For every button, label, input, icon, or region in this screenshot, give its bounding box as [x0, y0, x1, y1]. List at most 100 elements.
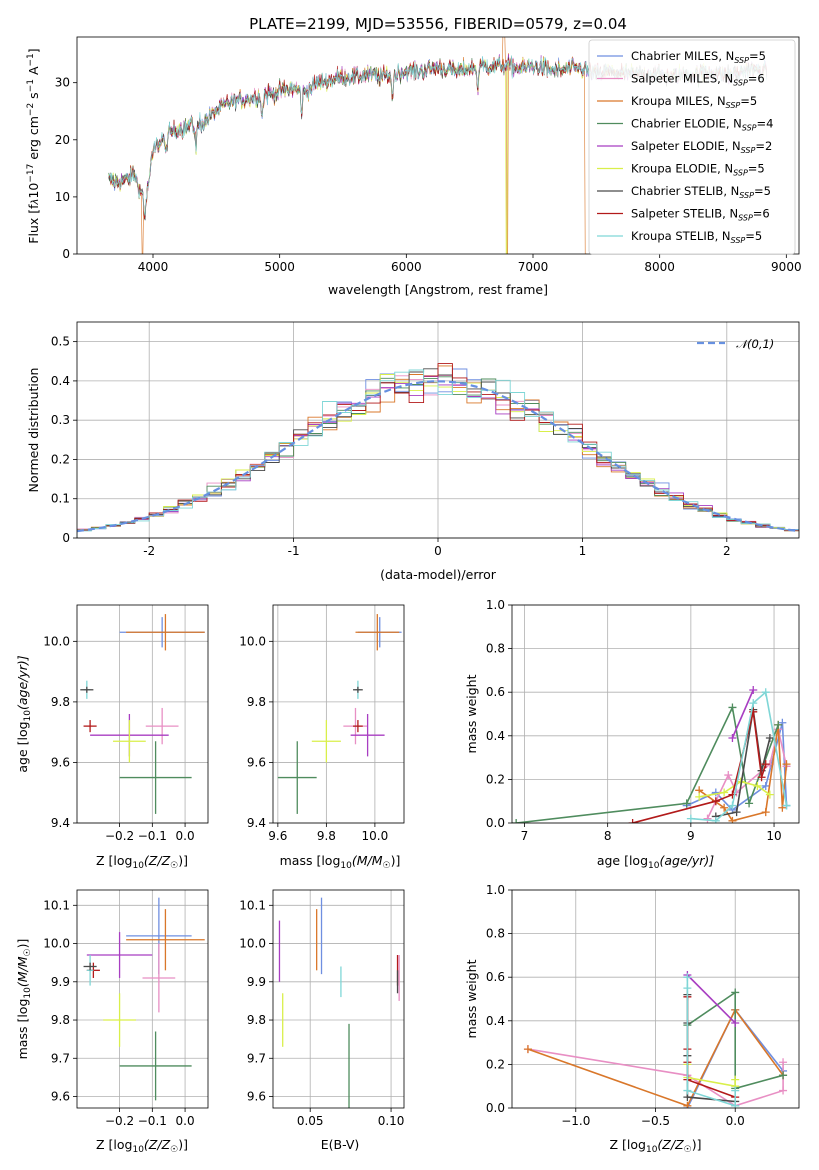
weight-marker — [683, 1086, 692, 1095]
error-bar-point — [353, 686, 363, 693]
x-tick-label: 0 — [434, 544, 442, 558]
weight-line — [686, 974, 736, 1024]
plot-area — [512, 686, 791, 823]
legend-label: Kroupa ELODIE, NSSP=5 — [631, 162, 765, 178]
y-tick-label: 0.0 — [486, 816, 505, 830]
error-bar-point — [103, 993, 136, 1047]
weight-marker — [745, 799, 754, 808]
y-tick-label: 0 — [62, 247, 70, 261]
weight-marker — [711, 816, 720, 823]
weight-series — [683, 971, 740, 1027]
x-tick-label: −0.1 — [138, 1114, 167, 1128]
weight-series — [512, 703, 783, 823]
plot-area — [77, 363, 799, 538]
y-tick-label: 9.7 — [51, 1051, 70, 1065]
y-tick-label: 0.4 — [486, 1014, 505, 1028]
y-tick-label: 0.4 — [486, 729, 505, 743]
weight-marker — [728, 801, 737, 810]
legend-label: Kroupa STELIB, NSSP=5 — [631, 229, 762, 245]
weight-marker — [523, 1045, 532, 1054]
y-tick-label: 10.0 — [239, 634, 266, 648]
x-tick-label: -2 — [143, 544, 155, 558]
legend-label: 𝒩(0,1) — [736, 337, 774, 351]
weight-series — [683, 973, 740, 1108]
x-tick-label: −1.0 — [561, 1114, 590, 1128]
spectrum-xlabel: wavelength [Angstrom, rest frame] — [328, 282, 548, 297]
y-tick-label: 10.0 — [239, 937, 266, 951]
weight-marker — [757, 773, 766, 782]
gaussian-curve — [77, 380, 797, 533]
y-tick-label: 0.2 — [486, 772, 505, 786]
y-tick-label: 0.1 — [51, 492, 70, 506]
weight-marker — [711, 797, 720, 806]
x-tick-label: 6000 — [391, 260, 422, 274]
weight-marker — [682, 799, 691, 808]
y-tick-label: 9.6 — [247, 755, 266, 769]
weight-marker — [711, 788, 720, 797]
weight-marker — [731, 1086, 740, 1095]
error-bar-point — [119, 1031, 192, 1101]
weight-vs-Z-ylabel: mass weight — [464, 959, 479, 1038]
x-tick-label: 0.05 — [297, 1114, 324, 1128]
weight-marker — [778, 803, 787, 812]
legend-label: Chabrier MILES, NSSP=5 — [631, 49, 766, 65]
x-tick-label: −0.2 — [105, 829, 134, 843]
x-tick-label: 0.0 — [176, 1114, 195, 1128]
x-tick-label: 9.6 — [268, 829, 287, 843]
spectrum-ylabel: Flux [fλ10−17 erg cm−2 s−1 A−1] — [26, 48, 41, 243]
y-tick-label: 9.8 — [247, 1013, 266, 1027]
error-bar-point — [113, 720, 146, 763]
x-tick-label: 0.0 — [726, 1114, 745, 1128]
weight-series — [695, 720, 791, 823]
error-bar-point — [119, 741, 192, 814]
weight-marker — [753, 781, 762, 790]
massZ-ylabel: mass [log10(M/M☉)] — [15, 939, 33, 1060]
y-tick-label: 9.4 — [51, 816, 70, 830]
plot-area — [277, 614, 402, 814]
y-tick-label: 10 — [55, 190, 70, 204]
weight-line — [690, 690, 788, 822]
x-tick-label: 5000 — [264, 260, 295, 274]
x-tick-label: 9000 — [771, 260, 802, 274]
x-tick-label: −0.5 — [641, 1114, 670, 1128]
weight-marker — [695, 792, 704, 801]
weight-marker — [749, 686, 758, 695]
y-tick-label: 9.6 — [51, 755, 70, 769]
x-tick-label: 8 — [604, 829, 612, 843]
weight-series — [686, 688, 791, 823]
legend-label: Chabrier ELODIE, NSSP=4 — [631, 117, 773, 133]
x-tick-label: 10.0 — [362, 829, 389, 843]
x-tick-label: 9 — [687, 829, 695, 843]
error-bar-point — [311, 720, 341, 763]
residuals-xlabel: (data-model)/error — [380, 567, 497, 582]
axes-frame — [272, 604, 405, 824]
weight-marker — [782, 801, 791, 810]
weight-line — [731, 689, 754, 739]
error-bar-point — [350, 714, 385, 757]
y-tick-label: 10.1 — [43, 898, 70, 912]
mass-vs-metallicity-panel: −0.2 −0.1 0.0 9.6 9.7 9.8 9.9 10.0 10.1 Z [log10(… — [15, 889, 209, 1155]
plot-area — [83, 897, 205, 1101]
weight-marker — [703, 814, 712, 823]
y-tick-label: 10.0 — [43, 634, 70, 648]
y-tick-label: 1.0 — [486, 598, 505, 612]
weight-marker — [686, 814, 695, 823]
weight-marker — [728, 733, 737, 742]
y-tick-label: 9.9 — [51, 975, 70, 989]
y-tick-label: 0.4 — [51, 374, 70, 388]
x-tick-label: 10 — [766, 829, 781, 843]
error-bar-point — [277, 741, 317, 814]
ageZ-xlabel: Z [log10(Z/Z☉)] — [96, 853, 188, 871]
weight-marker — [782, 760, 791, 769]
error-bar-point — [355, 614, 400, 651]
weight-series — [728, 686, 758, 742]
x-tick-label: 0.0 — [176, 829, 195, 843]
weight-marker — [728, 703, 737, 712]
y-tick-label: 10.0 — [43, 937, 70, 951]
weight-marker — [728, 816, 737, 823]
error-bar-point — [86, 932, 153, 978]
figure-title: PLATE=2199, MJD=53556, FIBERID=0579, z=0… — [249, 15, 627, 33]
ageZ-ylabel: age [log10(age/yr)] — [15, 655, 33, 772]
plot-area — [523, 971, 788, 1108]
x-tick-label: 9.8 — [317, 829, 336, 843]
